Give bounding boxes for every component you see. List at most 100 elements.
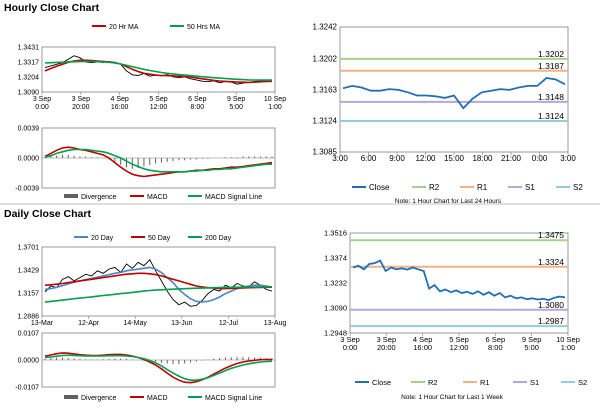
daily-price-xtick-label: 14-May xyxy=(124,320,148,327)
daily-price-series-ma_short xyxy=(44,272,273,290)
daily-price-legend-label: 20 Day xyxy=(91,235,114,242)
daily-levels-xtick-label: 10 Sep 1:00 xyxy=(556,335,580,352)
daily-levels-xtick-label-line: 10 Sep xyxy=(556,335,580,344)
daily-levels-xtick-label-line: 8:00 xyxy=(488,343,503,352)
daily-levels-xtick-label: 6 Sep 8:00 xyxy=(486,335,506,352)
hourly-price-xtick-label-line: 12:00 xyxy=(150,104,168,111)
daily-levels-plot-frame xyxy=(349,232,569,334)
daily-levels-xtick-label-line: 1:00 xyxy=(561,343,576,352)
hourly-price-xtick-label-line: 3 Sep xyxy=(33,96,51,103)
hourly-price-legend-label: 50 Hrs MA xyxy=(187,24,220,31)
daily-levels-ytick-label: 1.3090 xyxy=(324,304,347,313)
hourly-price-legend-label: 20 Hr MA xyxy=(109,24,139,31)
hourly-levels-legend-label: Close xyxy=(369,183,390,192)
hourly-price-xtick-label: 3 Sep 0:00 xyxy=(33,96,51,111)
daily-levels-xtick-label-line: 5:00 xyxy=(524,343,539,352)
daily-levels-xtick-label: 5 Sep 12:00 xyxy=(449,335,469,352)
daily-price-legend-label: 50 Day xyxy=(148,235,171,242)
daily-macd-ytick-label: 0.0000 xyxy=(18,358,40,365)
daily-levels-ytick-label: 1.3516 xyxy=(324,229,347,238)
daily-levels-xtick-label-line: 20:00 xyxy=(377,343,396,352)
hourly-price-xtick-label-line: 9 Sep xyxy=(227,96,245,103)
daily-macd-legend-swatch xyxy=(64,395,78,399)
daily-macd-series-macd xyxy=(44,352,272,384)
hourly-macd-legend-label: Divergence xyxy=(81,194,117,201)
hourly-macd-legend-label: MACD Signal Line xyxy=(205,194,262,201)
daily-macd-ytick-label: 0.0107 xyxy=(18,331,40,338)
hourly-price-xtick-label-line: 16:00 xyxy=(111,104,129,111)
hourly-levels-xtick-label: 21:00 xyxy=(501,154,522,163)
daily-levels-xtick-label-line: 4 Sep xyxy=(413,335,433,344)
hourly-price-ytick-label: 1.3204 xyxy=(18,74,40,81)
hourly-price-xtick-label-line: 5 Sep xyxy=(149,96,167,103)
hourly-price-xtick-label: 6 Sep 8:00 xyxy=(188,96,206,111)
daily-levels-xtick-label-line: 5 Sep xyxy=(449,335,469,344)
daily-levels-xtick-label-line: 0:00 xyxy=(343,343,358,352)
daily-levels-ytick-label: 1.3232 xyxy=(324,279,347,288)
hourly-price-ytick-label: 1.3090 xyxy=(18,90,40,97)
hourly-price-xtick-label-line: 6 Sep xyxy=(188,96,206,103)
hourly-levels-legend-label: S2 xyxy=(573,183,583,192)
daily-levels-ytick-label: 1.3374 xyxy=(324,254,347,263)
hourly-price-xtick-label: 4 Sep 16:00 xyxy=(111,96,129,111)
hourly-levels-xtick-label: 12:00 xyxy=(415,154,436,163)
daily-price-xtick-label: 12-Apr xyxy=(78,320,100,327)
daily-levels-legend-label: S2 xyxy=(578,378,587,387)
hourly-levels-ytick-label: 1.3163 xyxy=(313,85,338,94)
daily-levels-xtick-label: 3 Sep 20:00 xyxy=(377,335,397,352)
daily-levels-xtick-label-line: 9 Sep xyxy=(522,335,542,344)
hourly-price-xtick-label-line: 3 Sep xyxy=(72,96,90,103)
hourly-price-xtick-label-line: 5:00 xyxy=(229,104,243,111)
daily-levels-legend-label: Close xyxy=(372,378,391,387)
daily-levels-level-label: 1.3475 xyxy=(538,230,564,240)
hourly-levels-xtick-label: 18:00 xyxy=(472,154,493,163)
hourly-price-series-ma_short xyxy=(44,59,273,84)
daily-levels-xtick-label-line: 6 Sep xyxy=(486,335,506,344)
daily-price-legend-label: 200 Day xyxy=(205,235,232,242)
daily-levels-legend-label: R1 xyxy=(480,378,490,387)
daily-levels-level-label: 1.3324 xyxy=(538,257,564,267)
hourly-levels-note: Note: 1 Hour Chart for Last 24 Hours xyxy=(395,198,502,205)
daily-levels-xtick-label: 9 Sep 5:00 xyxy=(522,335,542,352)
daily-price-ytick-label: 1.2886 xyxy=(18,314,40,321)
hourly-levels-ytick-label: 1.3202 xyxy=(313,54,338,63)
daily-levels-ytick-label: 1.2948 xyxy=(324,329,347,338)
hourly-price-xtick-label-line: 8:00 xyxy=(191,104,205,111)
hourly-price-plot-frame xyxy=(41,46,276,93)
hourly-levels-level-label: 1.3124 xyxy=(538,111,564,121)
hourly-price-xtick-label-line: 0:00 xyxy=(35,104,49,111)
daily-price-xtick-label: 13-Aug xyxy=(264,320,287,327)
hourly-levels-level-label: 1.3202 xyxy=(538,49,564,59)
daily-levels-xtick-label-line: 3 Sep xyxy=(377,335,397,344)
daily-macd-legend-label: Divergence xyxy=(81,395,117,402)
daily-levels-level-label: 1.2987 xyxy=(538,316,564,326)
daily-levels-series-close xyxy=(352,259,566,302)
daily-levels-xtick-label-line: 12:00 xyxy=(450,343,469,352)
hourly-macd-legend-label: MACD xyxy=(147,194,168,201)
hourly-price-xtick-label-line: 20:00 xyxy=(72,104,90,111)
hourly-levels-xtick-label: 15:00 xyxy=(444,154,465,163)
hourly-levels-ytick-label: 1.3085 xyxy=(313,148,338,157)
hourly-price-xtick-label: 10 Sep 1:00 xyxy=(264,96,286,111)
daily-price-xtick-label: 13-Mar xyxy=(31,320,54,327)
daily-price-ytick-label: 1.3429 xyxy=(18,268,40,275)
daily-levels-xtick-label-line: 3 Sep xyxy=(340,335,360,344)
hourly-price-xtick-label-line: 4 Sep xyxy=(111,96,129,103)
daily-levels-xtick-label: 3 Sep 0:00 xyxy=(340,335,360,352)
hourly-price-xtick-label: 3 Sep 20:00 xyxy=(72,96,90,111)
daily-levels-legend-label: S1 xyxy=(530,378,539,387)
daily-price-ytick-label: 1.3157 xyxy=(18,291,40,298)
daily-section-title: Daily Close Chart xyxy=(4,208,91,220)
daily-levels-xtick-label-line: 16:00 xyxy=(413,343,432,352)
hourly-levels-xtick-label: 3:00 xyxy=(332,154,348,163)
hourly-levels-xtick-label: 6:00 xyxy=(361,154,377,163)
hourly-levels-xtick-label: 9:00 xyxy=(389,154,405,163)
daily-price-xtick-label: 13-Jun xyxy=(171,320,193,327)
daily-levels-level-label: 1.3080 xyxy=(538,300,564,310)
hourly-price-xtick-label: 5 Sep 12:00 xyxy=(149,96,167,111)
hourly-levels-series-close xyxy=(342,77,566,110)
daily-levels-xtick-label: 4 Sep 16:00 xyxy=(413,335,433,352)
hourly-section-title: Hourly Close Chart xyxy=(4,2,100,14)
daily-price-xtick-label: 12-Jul xyxy=(219,320,239,327)
daily-macd-legend-label: MACD xyxy=(147,395,168,402)
